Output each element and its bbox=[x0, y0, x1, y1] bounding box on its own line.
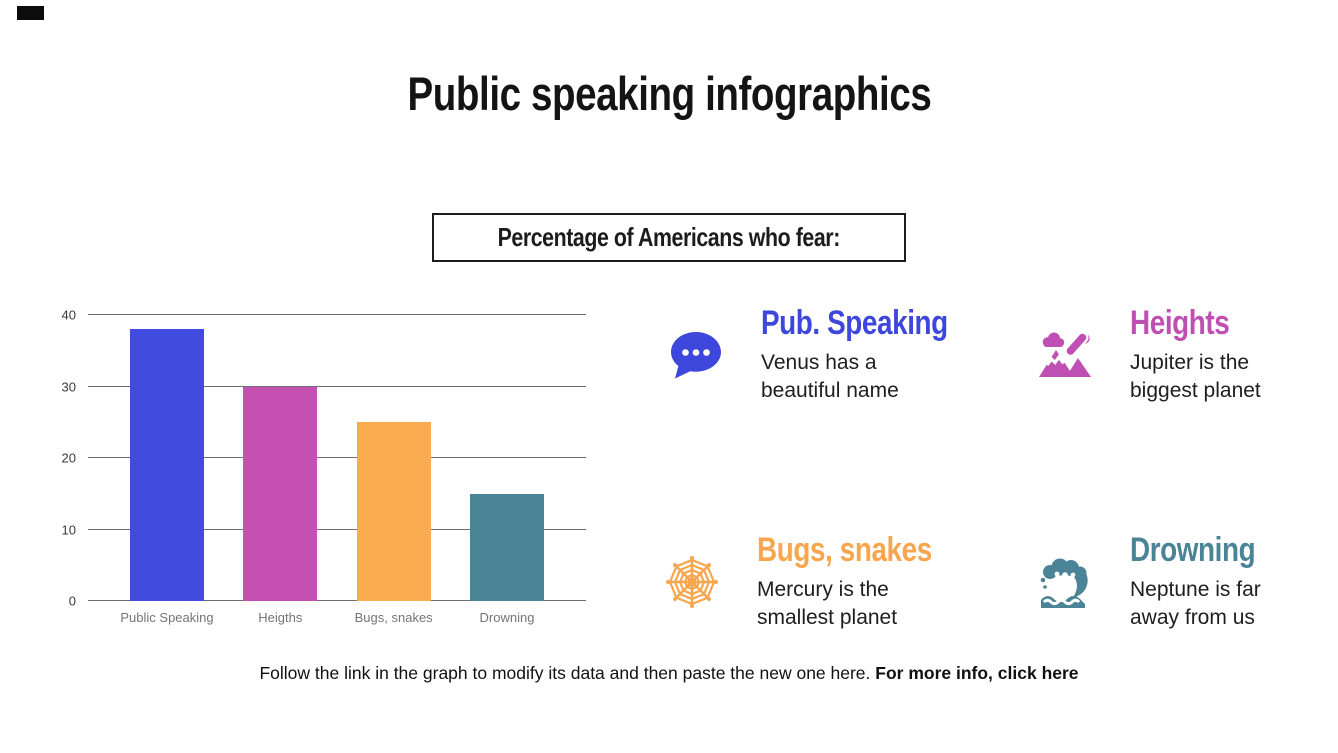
chart-bars: Public Speaking Heigths Bugs, snakes Drowni… bbox=[88, 315, 586, 625]
x-category-label: Public Speaking bbox=[120, 610, 214, 625]
gridline bbox=[88, 528, 586, 530]
gridline bbox=[88, 314, 586, 315]
bar bbox=[469, 493, 544, 601]
x-category-label: Heigths bbox=[258, 610, 303, 625]
gridline bbox=[88, 600, 586, 601]
corner-mark bbox=[17, 6, 44, 20]
feature-heights: Heights Jupiter is the biggest planet bbox=[1037, 304, 1298, 405]
footer-link[interactable]: For more info, click here bbox=[875, 663, 1079, 683]
feature-title: Heights bbox=[1130, 304, 1230, 342]
feature-bugs-snakes: Bugs, snakes Mercury is the smallest pla… bbox=[664, 531, 970, 632]
bar-group: Heigths bbox=[243, 315, 318, 625]
subtitle-box: Percentage of Americans who fear: bbox=[432, 213, 906, 262]
bar bbox=[243, 386, 318, 601]
bar-chart: Public Speaking Heigths Bugs, snakes Drowni… bbox=[35, 300, 586, 630]
feature-description: Jupiter is the biggest planet bbox=[1130, 351, 1261, 402]
gridline bbox=[88, 385, 586, 387]
footer-note: Follow the link in the graph to modify i… bbox=[0, 663, 1338, 684]
x-category-label: Bugs, snakes bbox=[354, 610, 433, 625]
y-tick-label: 0 bbox=[68, 593, 76, 609]
bar bbox=[130, 329, 204, 601]
feature-description: Mercury is the smallest planet bbox=[757, 578, 898, 629]
feature-title: Drowning bbox=[1130, 531, 1256, 569]
bar bbox=[356, 422, 431, 601]
speech-bubble-icon bbox=[668, 327, 724, 383]
gridline bbox=[88, 457, 586, 458]
feature-description: Neptune is far away from us bbox=[1130, 578, 1261, 629]
mountains-icon bbox=[1037, 327, 1093, 383]
feature-description: Venus has a beautiful name bbox=[761, 351, 899, 402]
feature-pub-speaking: Pub. Speaking Venus has a beautiful name bbox=[668, 304, 989, 405]
wave-icon bbox=[1037, 554, 1093, 610]
y-tick-label: 40 bbox=[61, 307, 76, 323]
page-title: Public speaking infographics bbox=[0, 68, 1338, 120]
y-tick-label: 10 bbox=[61, 522, 76, 537]
chart-plot-area: Public Speaking Heigths Bugs, snakes Drowni… bbox=[62, 309, 586, 625]
bar-group: Public Speaking bbox=[120, 315, 214, 625]
footer-text: Follow the link in the graph to modify i… bbox=[259, 663, 876, 683]
y-tick-label: 30 bbox=[61, 379, 76, 394]
page-title-text: Public speaking infographics bbox=[407, 67, 931, 120]
bar-group: Drowning bbox=[469, 315, 544, 625]
x-category-label: Drowning bbox=[479, 610, 535, 625]
subtitle-text: Percentage of Americans who fear: bbox=[497, 222, 841, 252]
spider-web-icon bbox=[664, 554, 720, 610]
feature-drowning: Drowning Neptune is far away from us bbox=[1037, 531, 1298, 632]
bar-group: Bugs, snakes bbox=[355, 315, 433, 625]
feature-title: Bugs, snakes bbox=[757, 531, 932, 569]
feature-title: Pub. Speaking bbox=[761, 304, 948, 342]
y-tick-label: 20 bbox=[61, 450, 76, 466]
